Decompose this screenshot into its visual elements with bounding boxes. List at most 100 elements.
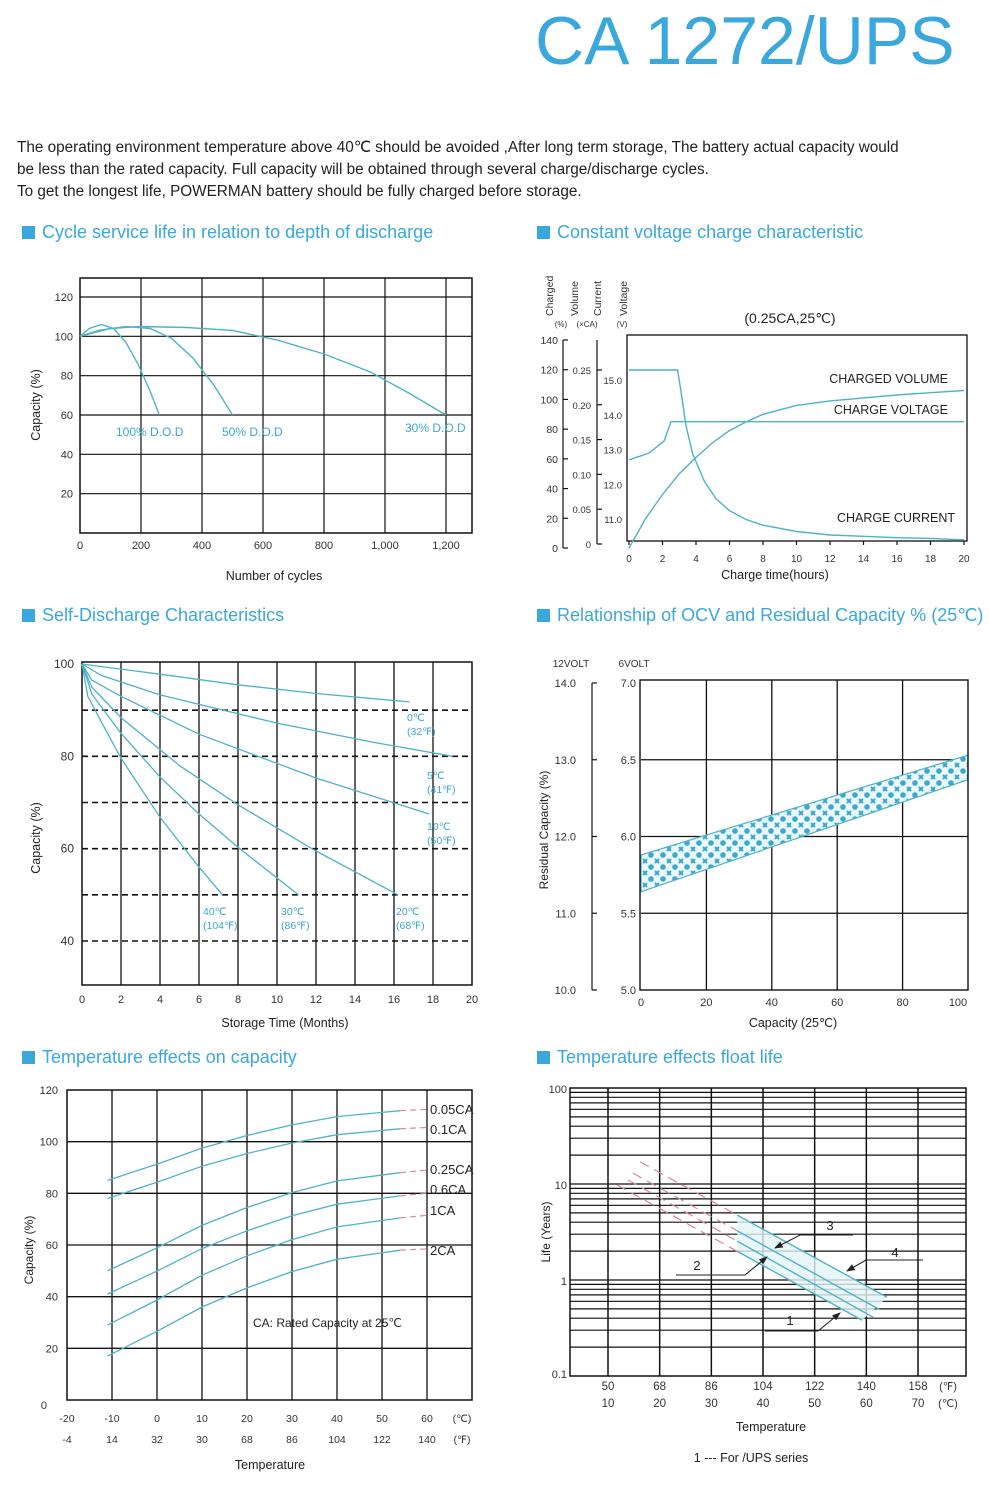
series-line [79,325,447,416]
x-tick-label-fahrenheit: -4 [62,1434,71,1446]
axis-unit: (%) [555,320,568,329]
y-tick-label-6v: 6.5 [621,755,636,767]
section-heading-temp-capacity: Temperature effects on capacity [22,1047,297,1068]
axis-unit: (V) [617,320,628,329]
y-tick-label-6v: 6.0 [621,832,636,844]
x-tick-label-celsius: 50 [808,1398,821,1410]
series-line [736,1230,881,1311]
x-tick-label-fahrenheit: 68 [653,1381,666,1393]
x-tick-label: 60 [831,997,843,1009]
axis-header: 12VOLT [553,659,590,670]
x-tick-label-celsius: 30 [286,1413,298,1425]
x-tick-label-fahrenheit: 122 [373,1434,391,1446]
series-dashed-extension [399,1126,428,1130]
series-line [629,369,965,541]
y-tick-label: 20 [61,489,73,501]
heading-text: Temperature effects on capacity [42,1047,297,1067]
x-tick-label: 400 [193,540,211,552]
series-label-fahrenheit: (68℉) [396,920,425,932]
series-label: CHARGE CURRENT [837,511,955,525]
bullet-square-icon [22,609,35,622]
y-tick-label-12v: 12.0 [555,832,576,844]
charged-tick-label: 140 [540,335,558,347]
x-tick-label: 6 [727,554,733,565]
heading-text: Constant voltage charge characteristic [557,222,864,242]
chart-temperature-capacity: -20-4-1014032103020683086401045012260140… [22,1085,474,1472]
series-line [79,325,234,416]
bullet-square-icon [537,609,550,622]
y-tick-label: 60 [61,842,75,856]
x-tick-label: 0 [626,554,632,565]
x-tick-label: 8 [235,994,241,1006]
series-label: 20℃ [396,906,420,918]
life-band [737,1215,887,1321]
current-tick-label: 0.10 [573,470,592,481]
series-line [81,663,430,815]
x-tick-label: 4 [693,554,699,565]
bullet-square-icon [537,1051,550,1064]
series-label: CHARGED VOLUME [829,372,948,386]
series-dashed-extension [399,1192,428,1197]
plot-frame [569,1087,967,1377]
series-dashed-segment [616,1184,738,1252]
x-tick-label: 100 [949,997,967,1009]
x-tick-label: 10 [271,994,283,1006]
x-tick-label-celsius: 30 [705,1398,718,1410]
y-tick-label-6v: 5.5 [621,908,636,920]
x-tick-label: 20 [700,997,712,1009]
x-tick-label-fahrenheit: 104 [753,1381,773,1393]
x-tick-label-fahrenheit: 86 [286,1434,298,1446]
series-line [107,1217,401,1326]
series-label-fahrenheit: (41℉) [427,784,456,796]
x-tick-label: 0 [77,540,83,552]
heading-text: Relationship of OCV and Residual Capacit… [557,605,984,625]
chart-self-discharge: 0 2 4 6 8 10 12 14 16 18 20 40 60 80 100 0℃ (32℉) 5℃ (41℉)… [29,657,478,1030]
series-label: 100% D.O.D [116,425,184,439]
callout-arrow [676,1256,768,1276]
series-label: 10℃ [427,821,451,833]
x-tick-label: 0 [638,997,644,1009]
series-label: 5℃ [427,770,445,782]
series-line [107,1249,401,1357]
x-tick-label: 80 [896,997,908,1009]
y-tick-label-12v: 14.0 [555,678,576,690]
plot-frame [639,679,969,991]
bullet-square-icon [537,226,550,239]
series-label-fahrenheit: (50℉) [427,835,456,847]
callout-label: 3 [826,1218,833,1233]
axis-title: Volume [569,281,581,316]
section-heading-ocv: Relationship of OCV and Residual Capacit… [537,605,983,626]
charged-tick-label: 60 [546,454,558,466]
charged-tick-label: 20 [546,513,558,525]
chart-constant-voltage-charge: 02040608010012014000.050.100.150.200.251… [540,276,970,582]
x-tick-label-celsius: -10 [104,1413,119,1425]
x-tick-label: 40 [766,997,778,1009]
x-axis-label: Number of cycles [226,569,323,583]
axis-header: 6VOLT [619,659,650,670]
series-label: 0.25CA [430,1162,474,1177]
y-tick-label: 120 [40,1085,58,1097]
series-label: 40℃ [203,906,227,918]
series-line [107,1128,401,1200]
x-tick-label: 0 [79,994,85,1006]
x-tick-label: 16 [388,994,400,1006]
x-axis-label: Temperature [235,1458,305,1472]
x-tick-label: 2 [118,994,124,1006]
x-axis-label: Storage Time (Months) [221,1016,348,1030]
x-tick-label: 20 [958,554,970,565]
charged-tick-label: 80 [546,424,558,436]
y-tick-label: 100 [54,657,74,671]
x-tick-label: 18 [925,554,937,565]
charged-tick-label: 100 [540,394,558,406]
y-tick-label: 1 [561,1276,567,1288]
section-heading-charge-characteristic: Constant voltage charge characteristic [537,222,863,243]
product-title: CA 1272/UPS [535,3,955,79]
x-tick-label-fahrenheit: 140 [418,1434,436,1446]
section-heading-self-discharge: Self-Discharge Characteristics [22,605,284,626]
x-tick-label: 14 [349,994,361,1006]
series-line [81,663,410,703]
intro-paragraph: The operating environment temperature ab… [17,137,977,203]
chart-subtitle: (0.25CA,25℃) [744,310,835,326]
y-tick-label: 80 [46,1188,58,1200]
x-tick-label: 800 [315,540,333,552]
